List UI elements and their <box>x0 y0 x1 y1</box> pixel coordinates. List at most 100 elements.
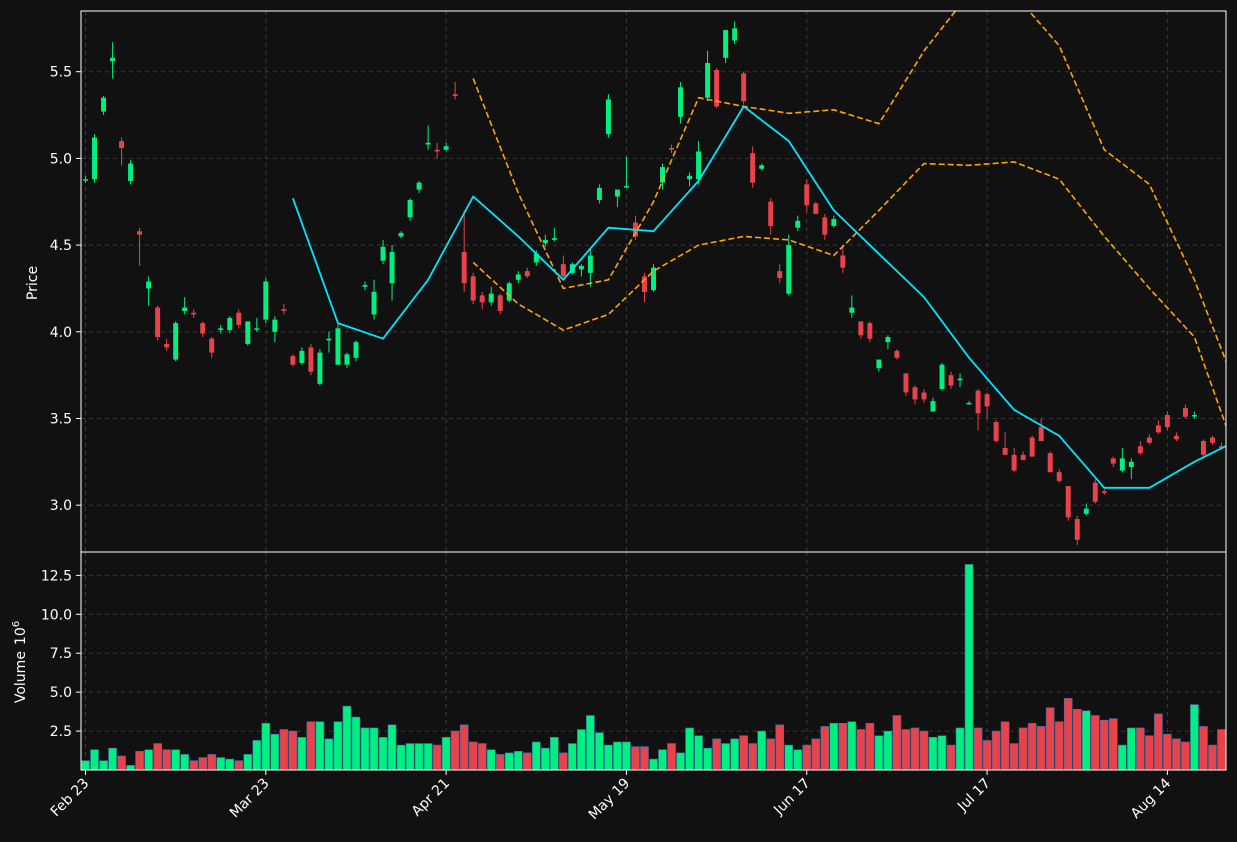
candle-body <box>578 265 584 270</box>
volume-bar <box>964 564 974 770</box>
volume-bar <box>802 744 812 770</box>
volume-bar <box>315 721 325 770</box>
candle-body <box>1002 447 1008 455</box>
candle-body <box>975 390 981 414</box>
candle-body <box>930 401 936 412</box>
volume-bar <box>522 752 532 770</box>
volume-bar <box>937 735 947 770</box>
price-axis-label: Price <box>25 266 41 300</box>
volume-bar <box>99 760 108 770</box>
volume-tick-label: 10.0 <box>41 607 72 623</box>
volume-bar <box>207 754 217 770</box>
volume-bar <box>712 738 721 770</box>
candle-body <box>335 328 341 365</box>
candle-body <box>723 30 729 58</box>
volume-bar <box>829 722 839 770</box>
volume-bar <box>973 727 983 770</box>
candle-body <box>1110 458 1116 464</box>
volume-bar <box>1027 722 1037 770</box>
candle-body <box>813 203 819 214</box>
volume-bar <box>946 744 956 770</box>
volume-bar <box>739 735 748 770</box>
candle-body <box>1083 508 1089 514</box>
volume-bar <box>568 743 577 770</box>
volume-bar <box>513 751 523 770</box>
candle-body <box>1011 454 1017 471</box>
candle-body <box>669 147 675 150</box>
volume-panel: 2.5 5.0 7.5 10.0 12.5 <box>41 551 1227 771</box>
candle-body <box>344 354 350 365</box>
volume-bar <box>360 727 370 770</box>
candle-body <box>1092 482 1098 502</box>
volume-bar <box>577 729 586 770</box>
volume-bar <box>234 760 244 770</box>
volume-bar <box>1081 710 1091 770</box>
volume-bar <box>324 738 334 770</box>
lower-band-line <box>472 11 1226 364</box>
candle-body <box>867 323 873 339</box>
volume-bar <box>982 740 992 770</box>
candle-body <box>164 343 170 348</box>
candle-body <box>696 151 702 180</box>
volume-bar <box>775 724 785 770</box>
candle-body <box>146 281 152 289</box>
volume-bar <box>117 755 126 770</box>
volume-bar <box>811 738 821 770</box>
volume-bar <box>171 749 180 770</box>
price-tick-label: 5.0 <box>50 151 72 167</box>
candle-body <box>714 69 720 107</box>
volume-bar <box>396 744 406 770</box>
volume-bar <box>441 736 451 770</box>
volume-bar <box>838 722 848 770</box>
volume-tick-label: 2.5 <box>50 724 72 740</box>
ma-long-line <box>292 105 1226 489</box>
candle-body <box>470 276 476 301</box>
volume-bar <box>730 738 739 770</box>
volume-bar <box>550 736 559 770</box>
candle-body <box>110 57 116 62</box>
candle-body <box>966 402 972 405</box>
volume-bar <box>991 730 1001 770</box>
candle-body <box>425 142 431 145</box>
candle-body <box>1074 519 1080 540</box>
volume-bar <box>1000 721 1010 770</box>
volume-bar <box>640 746 649 770</box>
volume-bar <box>531 741 541 770</box>
candle-body <box>92 137 98 180</box>
volume-bar <box>108 747 117 770</box>
volume-bar <box>766 738 776 770</box>
volume-tick-label: 5.0 <box>50 685 72 701</box>
candle-body <box>101 97 107 112</box>
candle-body <box>1029 437 1035 457</box>
candle-body <box>443 146 449 150</box>
candle-body <box>1219 446 1224 448</box>
volume-bar <box>423 743 433 770</box>
volume-bar <box>90 749 99 770</box>
volume-bar <box>1036 726 1046 770</box>
candle-body <box>1047 453 1053 473</box>
candle-body <box>407 200 413 218</box>
volume-bar <box>901 729 911 770</box>
volume-bar <box>180 754 189 770</box>
volume-bar <box>1099 719 1109 770</box>
volume-bar <box>865 722 875 770</box>
candle-body <box>623 186 629 188</box>
candle-body <box>885 336 891 343</box>
volume-bar <box>450 730 460 770</box>
volume-bar <box>1118 744 1127 770</box>
volume-frame <box>80 551 1227 771</box>
candle-body <box>1128 461 1134 468</box>
volume-bar <box>856 729 866 770</box>
candle-body <box>912 387 918 400</box>
volume-bar <box>559 752 568 770</box>
candle-body <box>560 264 566 277</box>
volume-bar <box>1009 743 1019 770</box>
candle-body <box>155 307 161 337</box>
candle-body <box>416 182 422 190</box>
candle-body <box>660 167 665 183</box>
candle-body <box>83 179 88 181</box>
volume-bar <box>495 754 505 770</box>
price-tick-label: 4.5 <box>50 238 72 254</box>
candle-body <box>551 238 557 240</box>
candle-body <box>371 291 377 315</box>
